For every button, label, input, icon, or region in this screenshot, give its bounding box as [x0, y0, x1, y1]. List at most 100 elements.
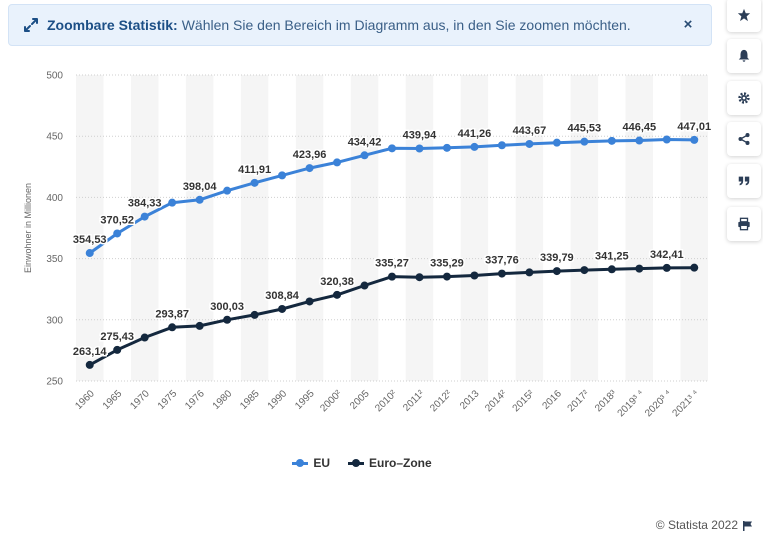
data-point-eu	[442, 143, 451, 152]
data-point-eu	[635, 136, 644, 145]
zoom-description: Wählen Sie den Bereich im Diagramm aus, …	[181, 17, 631, 33]
x-tick-label: 1985	[238, 388, 262, 412]
data-point-eu	[607, 136, 616, 145]
data-label-eu: 370,52	[100, 214, 134, 226]
share-button[interactable]	[727, 122, 761, 156]
data-point-eurozone	[250, 310, 259, 319]
data-label-eu: 384,33	[128, 198, 162, 210]
data-point-eurozone	[360, 281, 369, 290]
data-point-eu	[223, 186, 232, 195]
notification-button[interactable]	[727, 39, 761, 73]
zoom-instruction: Zoombare Statistik: Wählen Sie den Bereic…	[47, 17, 631, 33]
data-point-eurozone	[388, 272, 396, 281]
data-label-eu: 447,01	[677, 121, 711, 133]
plot-band	[680, 75, 708, 381]
data-label-eu: 434,42	[348, 136, 382, 148]
data-point-eu	[497, 141, 506, 150]
data-label-eurozone: 335,27	[375, 258, 409, 270]
legend-item-eurozone[interactable]: Euro–Zone	[348, 456, 432, 470]
data-point-eu	[580, 137, 589, 146]
plot-band	[570, 75, 599, 381]
data-label-eurozone: 341,25	[595, 250, 629, 262]
population-line-chart: 250 300 350 400 450 500 Einwohner in Millione…	[23, 71, 713, 420]
plot-band	[350, 75, 379, 381]
data-point-eu	[195, 195, 204, 204]
x-tick-label: 2012²	[428, 388, 454, 414]
data-point-eurozone	[635, 264, 644, 273]
data-point-eu	[388, 144, 396, 153]
print-icon	[738, 217, 750, 231]
y-tick-label: 450	[46, 132, 63, 143]
print-button[interactable]	[727, 207, 761, 241]
close-button[interactable]: ×	[683, 16, 693, 33]
gear-icon	[738, 92, 750, 104]
y-tick-label: 350	[46, 254, 63, 265]
plot-band	[515, 75, 544, 381]
series-line-eu	[88, 138, 695, 255]
x-tick-label: 2019³ ⁴	[616, 388, 647, 419]
x-tick-label: 2017²	[566, 388, 592, 414]
x-tick-label: 2016	[540, 388, 564, 412]
legend-label-eu: EU	[313, 456, 330, 470]
data-label-eurozone: 342,41	[650, 249, 684, 261]
data-point-eu	[305, 164, 314, 173]
plot-band	[185, 75, 214, 381]
source-credit[interactable]: © Statista 2022	[656, 518, 753, 532]
x-tick-label: 1960	[73, 388, 97, 412]
data-point-eurozone	[195, 321, 204, 330]
data-label-eurozone: 293,87	[155, 308, 189, 320]
data-point-eurozone	[168, 323, 177, 332]
x-tick-label: 2015²	[511, 388, 537, 414]
bell-icon	[738, 49, 750, 62]
data-label-eu: 423,96	[293, 149, 327, 161]
zoom-title: Zoombare Statistik:	[47, 17, 178, 33]
x-axis-ticks: 1960 1965 1970 1975 1976 1980 1985 1990 1995 2000…	[73, 388, 701, 419]
data-label-eu: 445,53	[568, 123, 602, 135]
x-tick-label: 1980	[211, 388, 235, 412]
data-label-eurozone: 339,79	[540, 252, 574, 264]
x-tick-label: 2005	[348, 388, 372, 412]
data-point-eurozone	[690, 263, 699, 272]
data-point-eurozone	[662, 263, 671, 272]
series-points	[85, 135, 699, 369]
data-label-eurozone: 308,84	[265, 290, 300, 302]
data-point-eurozone	[415, 273, 424, 282]
y-tick-label: 400	[46, 193, 63, 204]
plot-band	[240, 75, 269, 381]
data-point-eurozone	[580, 266, 589, 275]
x-tick-label: 1976	[183, 388, 207, 412]
data-point-eurozone	[497, 269, 506, 278]
y-tick-label: 300	[46, 315, 63, 326]
data-point-eu	[250, 178, 259, 187]
data-point-eurozone	[85, 360, 94, 369]
data-point-eurozone	[113, 345, 122, 354]
gridlines	[76, 74, 708, 382]
data-label-eurozone: 275,43	[100, 331, 134, 343]
legend-item-eu[interactable]: EU	[292, 456, 330, 470]
data-point-eu	[415, 144, 424, 153]
data-point-eurozone	[333, 290, 342, 299]
data-labels: 354,53 370,52 384,33 398,04 411,91 423,96 434,…	[71, 119, 712, 359]
plot-background-bands	[76, 75, 708, 381]
cite-button[interactable]	[727, 164, 761, 198]
x-tick-label: 2000²	[318, 388, 344, 414]
plot-band	[625, 75, 654, 381]
legend-label-eurozone: Euro–Zone	[369, 456, 432, 470]
data-point-eu	[360, 151, 369, 160]
data-point-eu	[525, 139, 534, 148]
quote-icon	[738, 176, 750, 186]
data-point-eu	[278, 171, 287, 180]
data-point-eu	[470, 142, 479, 151]
data-point-eurozone	[607, 265, 616, 274]
x-tick-label: 1990	[266, 388, 290, 412]
chart-legend: EU Euro–Zone	[0, 456, 724, 470]
y-tick-label: 250	[46, 377, 63, 388]
data-label-eurozone: 263,14	[73, 346, 108, 358]
settings-button[interactable]	[727, 81, 761, 115]
plot-band	[76, 75, 104, 381]
data-point-eurozone	[305, 297, 314, 306]
favorite-button[interactable]	[727, 0, 761, 32]
data-point-eurozone	[278, 304, 287, 313]
data-label-eu: 411,91	[238, 164, 271, 176]
legend-swatch-eurozone	[348, 458, 364, 467]
